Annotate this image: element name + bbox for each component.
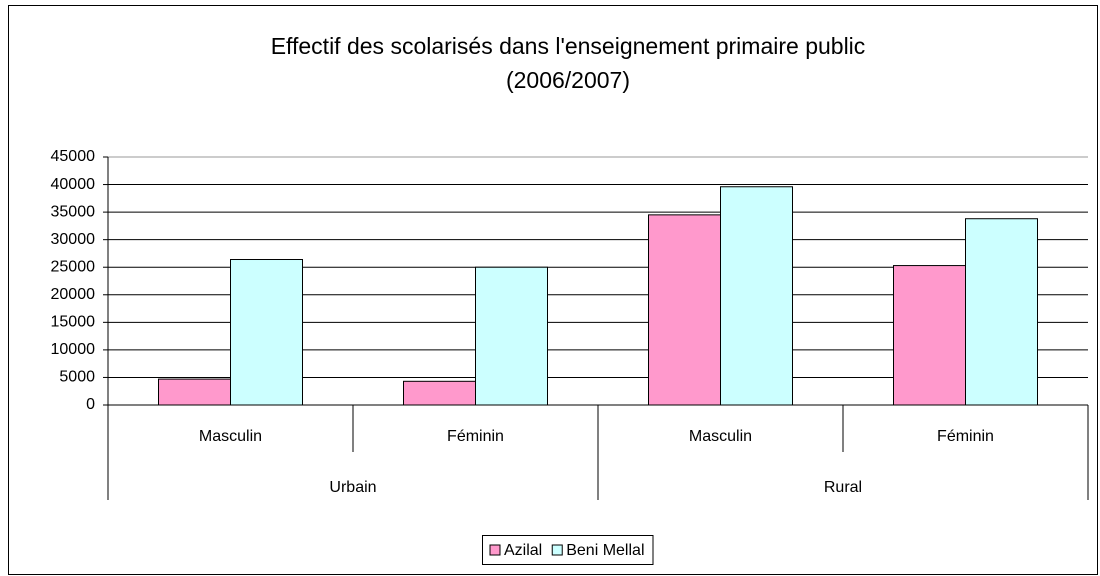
group-label: Urbain <box>329 479 376 496</box>
x-tick-label: Masculin <box>689 428 752 445</box>
group-label: Rural <box>824 479 862 496</box>
y-tick-label: 10000 <box>51 341 96 358</box>
y-tick-label: 25000 <box>51 258 96 275</box>
legend-swatch <box>551 544 563 556</box>
bar <box>893 265 966 406</box>
y-tick-label: 20000 <box>51 286 96 303</box>
bar <box>403 380 476 406</box>
y-tick-label: 5000 <box>59 369 95 386</box>
bar <box>158 378 231 406</box>
chart-title: Effectif des scolarisés dans l'enseignem… <box>271 33 866 59</box>
bar <box>230 259 303 406</box>
chart-subtitle: (2006/2007) <box>506 67 630 93</box>
x-tick-label: Féminin <box>447 428 504 445</box>
legend-box <box>482 535 654 565</box>
legend-label: Azilal <box>504 542 542 559</box>
legend-swatch <box>489 544 501 556</box>
bar <box>720 186 793 406</box>
bar <box>648 214 721 406</box>
y-tick-label: 30000 <box>51 231 96 248</box>
x-tick-label: Féminin <box>937 428 994 445</box>
x-tick-label: Masculin <box>199 428 262 445</box>
y-tick-label: 35000 <box>51 203 96 220</box>
y-tick-label: 0 <box>86 396 95 413</box>
y-tick-label: 15000 <box>51 314 96 331</box>
bar <box>965 218 1038 406</box>
y-tick-label: 40000 <box>51 176 96 193</box>
y-tick-label: 45000 <box>51 148 96 165</box>
bar <box>475 266 548 406</box>
legend-label: Beni Mellal <box>566 542 644 559</box>
